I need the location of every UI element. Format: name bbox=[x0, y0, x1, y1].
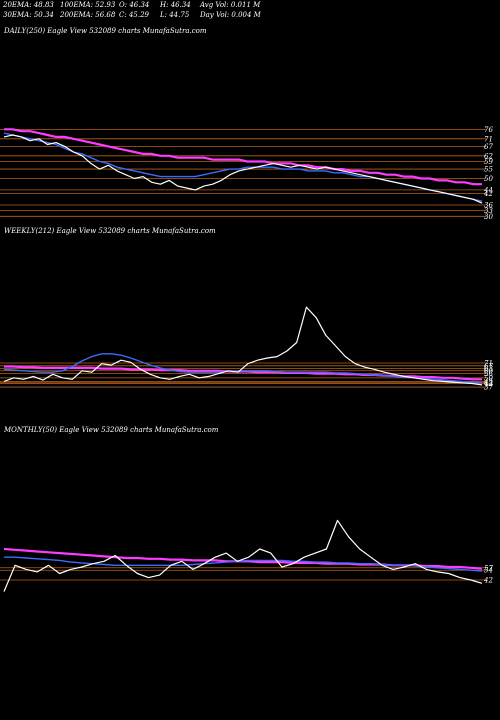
stat-avg-vol: Avg Vol: 0.011 M bbox=[200, 1, 261, 9]
monthly-tick-label: 42 bbox=[483, 577, 493, 585]
weekly-tick-label: 60 bbox=[484, 367, 493, 375]
weekly-tick-label: 43 bbox=[483, 379, 493, 387]
daily-tick-label: 62 bbox=[484, 152, 493, 160]
daily-tick-label: 59 bbox=[484, 158, 493, 166]
weekly-tick-label: 67 bbox=[484, 362, 493, 370]
daily-tick-label: 50 bbox=[484, 175, 493, 183]
weekly-panel-title: WEEKLY(212) Eagle View 532089 charts Mun… bbox=[4, 227, 216, 235]
weekly-tick-label: 50 bbox=[484, 374, 493, 382]
monthly-panel-title: MONTHLY(50) Eagle View 532089 charts Mun… bbox=[4, 426, 219, 434]
stat-day-vol: Day Vol: 0.004 M bbox=[200, 11, 261, 19]
monthly-tick-label: 54 bbox=[484, 567, 493, 575]
daily-ema-short-line bbox=[3, 132, 483, 202]
monthly-ema-short-line bbox=[4, 556, 483, 572]
daily-panel-title: DAILY(250) Eagle View 532089 charts Muna… bbox=[4, 27, 207, 35]
stat-ema100: 100EMA: 52.93 bbox=[60, 1, 116, 9]
weekly-tick-label: 63 bbox=[484, 365, 493, 373]
weekly-tick-label: 45 bbox=[483, 378, 493, 386]
daily-tick-label: 44 bbox=[483, 186, 493, 194]
weekly-tick-label: 37 bbox=[484, 384, 493, 392]
daily-tick-label: 30 bbox=[484, 213, 493, 221]
daily-tick-label: 36 bbox=[484, 201, 493, 209]
weekly-tick-label: 71 bbox=[484, 359, 493, 367]
stat-ema200: 200EMA: 56.68 bbox=[60, 11, 116, 19]
daily-tick-label: 76 bbox=[484, 126, 493, 134]
daily-tick-label: 33 bbox=[484, 207, 493, 215]
stat-open: O: 46.34 bbox=[119, 1, 150, 9]
stat-high: H: 46.34 bbox=[160, 1, 191, 9]
daily-tick-label: 55 bbox=[484, 166, 493, 174]
monthly-tick-label: 57 bbox=[484, 564, 493, 572]
monthly-price-line bbox=[3, 519, 483, 592]
stat-ema30: 30EMA: 50.34 bbox=[3, 11, 54, 19]
daily-tick-label: 67 bbox=[484, 143, 493, 151]
daily-tick-label: 71 bbox=[484, 135, 493, 143]
daily-tick-label: 42 bbox=[483, 190, 493, 198]
weekly-tick-label: 56 bbox=[484, 370, 493, 378]
stat-low: L: 44.75 bbox=[160, 11, 190, 19]
stat-ema20: 20EMA: 48.83 bbox=[3, 1, 54, 9]
weekly-price-line bbox=[3, 306, 483, 386]
stat-close: C: 45.29 bbox=[119, 11, 149, 19]
weekly-tick-label: 42 bbox=[483, 380, 493, 388]
daily-price-line bbox=[3, 134, 483, 204]
daily-ema-long-line bbox=[4, 128, 482, 186]
weekly-ema-short-line bbox=[3, 353, 483, 384]
